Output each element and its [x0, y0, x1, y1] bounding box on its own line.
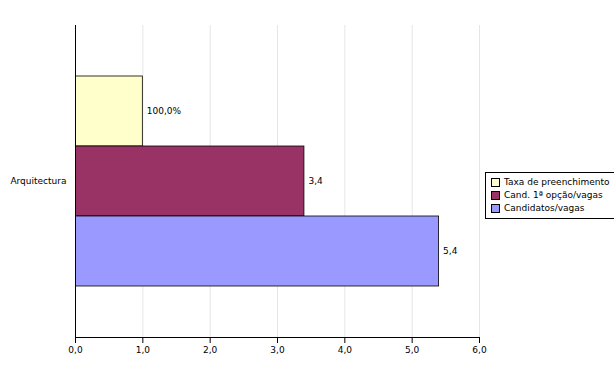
svg-text:3,4: 3,4 — [308, 176, 323, 186]
svg-text:100,0%: 100,0% — [147, 106, 182, 116]
svg-text:5,4: 5,4 — [443, 246, 458, 256]
svg-text:4,0: 4,0 — [338, 345, 353, 355]
svg-text:3,0: 3,0 — [270, 345, 285, 355]
svg-text:1,0: 1,0 — [136, 345, 151, 355]
html-text:Candidatos/vagas: Candidatos/vagas — [504, 203, 585, 213]
svg-text:6,0: 6,0 — [472, 345, 487, 355]
svg-text:0,0: 0,0 — [68, 345, 83, 355]
html-text:Cand. 1ª opção/vagas: Cand. 1ª opção/vagas — [504, 190, 603, 200]
svg-text:Arquitectura: Arquitectura — [10, 176, 66, 186]
svg-text:2,0: 2,0 — [203, 345, 218, 355]
html-text:Taxa de preenchimento: Taxa de preenchimento — [504, 177, 610, 187]
svg-text:5,0: 5,0 — [405, 345, 420, 355]
